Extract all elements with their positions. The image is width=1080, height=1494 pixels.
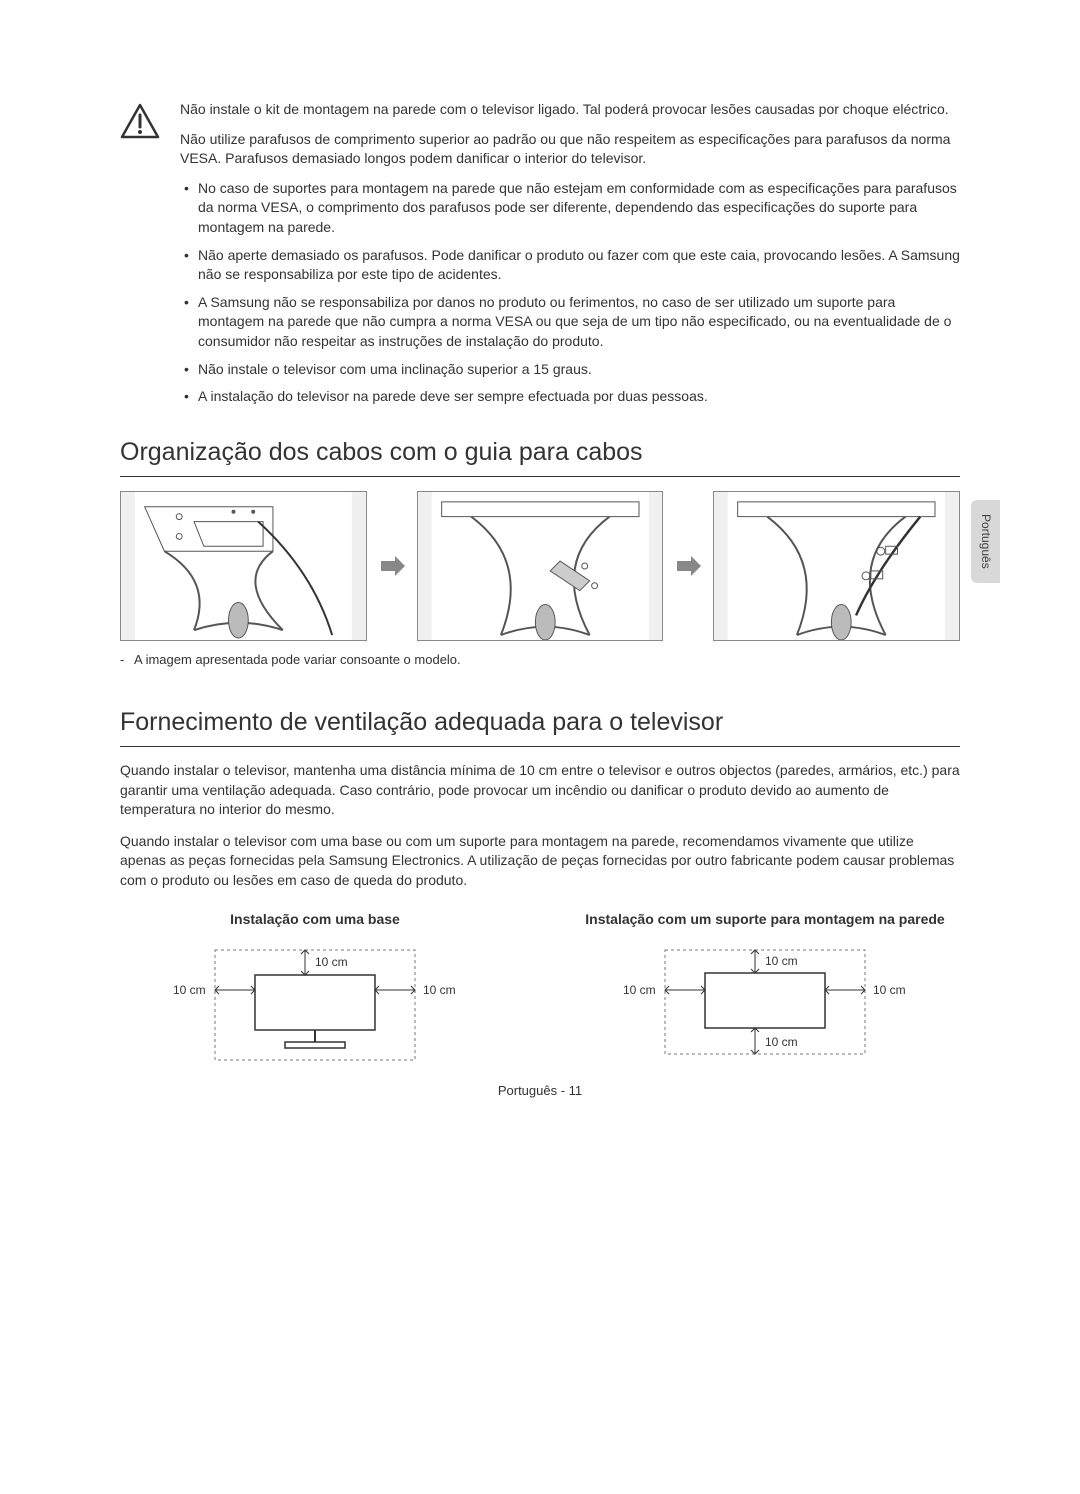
arrow-icon: [377, 491, 407, 641]
warning-bullet: A Samsung não se responsabiliza por dano…: [180, 293, 960, 352]
ventilation-paragraph-2: Quando instalar o televisor com uma base…: [120, 832, 960, 891]
section-title-ventilation: Fornecimento de ventilação adequada para…: [120, 705, 960, 747]
section-title-cable-organization: Organização dos cabos com o guia para ca…: [120, 435, 960, 477]
dim-top: 10 cm: [765, 954, 798, 968]
installation-diagrams: Instalação com uma base 10 cm 10 cm: [120, 910, 960, 1070]
warning-paragraph-1: Não instale o kit de montagem na parede …: [180, 100, 960, 120]
warning-bullet: Não aperte demasiado os parafusos. Pode …: [180, 246, 960, 285]
warning-paragraph-2: Não utilize parafusos de comprimento sup…: [180, 130, 960, 169]
warning-bullet: No caso de suportes para montagem na par…: [180, 179, 960, 238]
warning-bullet-list: No caso de suportes para montagem na par…: [180, 179, 960, 407]
install-wallmount-diagram: 10 cm 10 cm 10 cm 10 cm: [570, 940, 960, 1070]
install-stand-column: Instalação com uma base 10 cm 10 cm: [120, 910, 510, 1070]
dim-left: 10 cm: [623, 983, 656, 997]
install-stand-diagram: 10 cm 10 cm 10 cm: [120, 940, 510, 1070]
cable-image-3: [713, 491, 960, 641]
dim-bottom: 10 cm: [765, 1035, 798, 1049]
install-stand-title: Instalação com uma base: [120, 910, 510, 930]
warning-bullet: Não instale o televisor com uma inclinaç…: [180, 360, 960, 380]
ventilation-paragraph-1: Quando instalar o televisor, mantenha um…: [120, 761, 960, 820]
warning-text: Não instale o kit de montagem na parede …: [180, 100, 960, 415]
image-note: A imagem apresentada pode variar consoan…: [120, 651, 960, 669]
cable-image-1: [120, 491, 367, 641]
dim-right: 10 cm: [873, 983, 906, 997]
warning-block: Não instale o kit de montagem na parede …: [120, 100, 960, 415]
language-side-tab: Português: [971, 500, 1000, 583]
dim-right: 10 cm: [423, 983, 456, 997]
dim-top: 10 cm: [315, 955, 348, 969]
install-wallmount-column: Instalação com um suporte para montagem …: [570, 910, 960, 1070]
arrow-icon: [673, 491, 703, 641]
dim-left: 10 cm: [173, 983, 206, 997]
warning-icon: [120, 103, 160, 415]
install-wallmount-title: Instalação com um suporte para montagem …: [570, 910, 960, 930]
page-footer: Português - 11: [0, 1082, 1080, 1100]
cable-image-row: [120, 491, 960, 641]
warning-bullet: A instalação do televisor na parede deve…: [180, 387, 960, 407]
cable-image-2: [417, 491, 664, 641]
